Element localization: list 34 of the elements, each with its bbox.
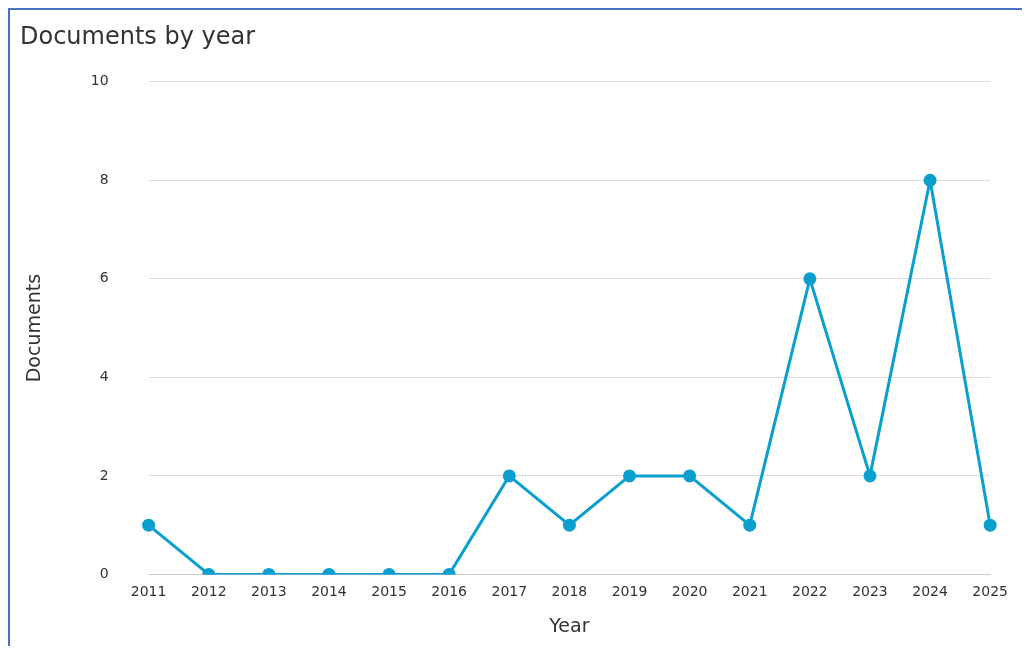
y-tick-label: 10: [90, 72, 109, 89]
x-axis-title: Year: [548, 613, 590, 636]
y-tick-label: 2: [99, 466, 109, 483]
x-tick-label: 2018: [551, 583, 588, 600]
point: [623, 469, 637, 483]
x-tick-label: 2019: [611, 583, 648, 600]
x-tick-label: 2012: [190, 583, 227, 600]
point: [502, 469, 516, 483]
x-tick-label: 2020: [671, 583, 708, 600]
point: [803, 272, 817, 286]
x-tick-label: 2024: [912, 583, 948, 600]
x-tick-label: 2013: [251, 583, 287, 600]
point: [983, 518, 997, 532]
point: [683, 469, 697, 483]
x-tick-label: 2021: [731, 583, 768, 600]
y-tick-label: 6: [99, 269, 109, 286]
y-tick-label: 4: [99, 368, 109, 384]
x-tick-label: 2023: [852, 583, 888, 600]
x-tick-label: 2014: [311, 583, 347, 600]
x-tick-label: 2017: [491, 583, 528, 600]
y-tick-label: 0: [99, 565, 109, 582]
point: [923, 173, 937, 187]
y-tick-label: 8: [99, 170, 109, 187]
point: [743, 518, 757, 532]
y-axis-title: Documents: [22, 273, 45, 383]
x-tick-label: 2011: [130, 583, 167, 600]
x-tick-label: 2016: [431, 583, 468, 600]
x-tick-label: 2015: [371, 583, 407, 600]
point: [863, 469, 877, 483]
x-tick-label: 2025: [972, 583, 1009, 600]
point: [562, 518, 576, 532]
chart-title: Documents by year: [20, 21, 256, 50]
point: [142, 518, 156, 532]
x-tick-label: 2022: [792, 583, 828, 600]
